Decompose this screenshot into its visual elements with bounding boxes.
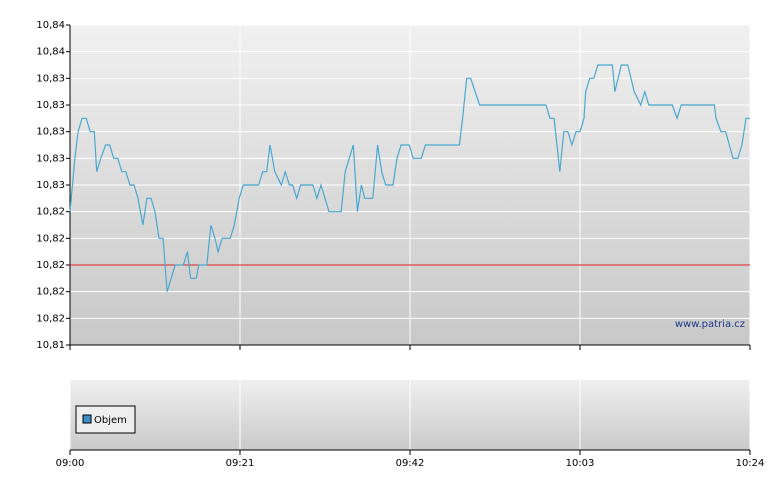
y-tick-label: 10,82 <box>36 260 65 271</box>
y-tick-label: 10,83 <box>36 180 65 191</box>
y-tick-label: 10,84 <box>36 20 65 31</box>
legend-label: Objem <box>94 415 127 426</box>
y-tick-label: 10,83 <box>36 73 65 84</box>
y-tick-label: 10,83 <box>36 127 65 138</box>
y-tick-label: 10,82 <box>36 313 65 324</box>
y-tick-label: 10,82 <box>36 207 65 218</box>
y-tick-label: 10,84 <box>36 47 65 58</box>
legend-swatch <box>82 414 92 424</box>
watermark: www.patria.cz <box>675 319 745 330</box>
x-tick-label: 09:42 <box>396 458 425 469</box>
y-tick-label: 10,82 <box>36 287 65 298</box>
y-tick-label: 10,82 <box>36 233 65 244</box>
x-tick-label: 09:21 <box>226 458 255 469</box>
x-tick-label: 10:03 <box>566 458 595 469</box>
legend: Objem <box>75 405 136 434</box>
y-tick-label: 10,83 <box>36 153 65 164</box>
price-line <box>69 64 750 292</box>
y-tick-label: 10,83 <box>36 100 65 111</box>
x-tick-label: 10:24 <box>736 458 765 469</box>
x-tick-label: 09:00 <box>56 458 85 469</box>
y-tick-label: 10,81 <box>36 340 65 351</box>
